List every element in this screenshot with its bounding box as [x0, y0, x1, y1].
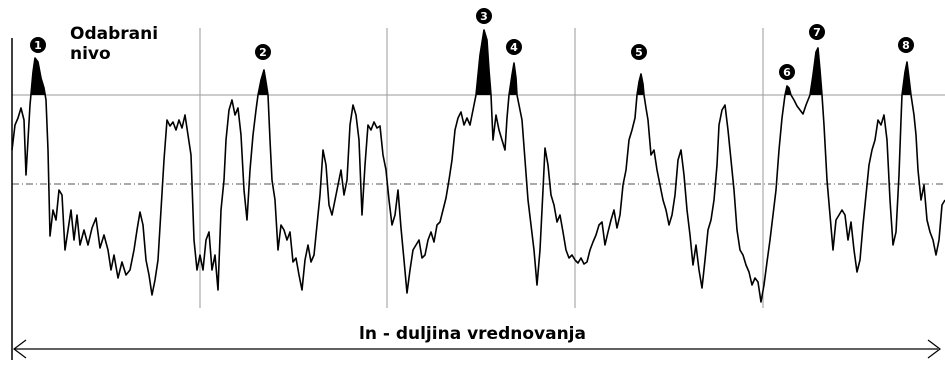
evaluation-length-label: ln - duljina vrednovanja	[359, 324, 586, 344]
peak-marker-7: 7	[809, 24, 825, 40]
peak-marker-circle	[779, 64, 795, 80]
peak-marker-circle	[631, 44, 647, 60]
peak-marker-number: 2	[259, 46, 267, 59]
signal-trace	[11, 29, 945, 303]
exceedance-fill	[902, 62, 911, 95]
peak-marker-circle	[255, 44, 271, 60]
peak-marker-number: 3	[480, 10, 488, 23]
selected-level-label: Odabrani nivo	[70, 24, 158, 64]
peak-marker-1: 1	[30, 37, 46, 53]
peak-marker-2: 2	[255, 44, 271, 60]
peak-marker-number: 6	[783, 66, 791, 79]
peak-marker-circle	[898, 37, 914, 53]
peak-marker-circle	[809, 24, 825, 40]
peak-marker-circle	[476, 8, 492, 24]
arrow-head-right	[927, 339, 941, 359]
exceedance-fill	[31, 58, 46, 95]
exceedance-fill	[637, 74, 644, 95]
arrow-head-left	[13, 339, 27, 359]
peak-marker-number: 5	[635, 46, 643, 59]
peak-marker-number: 4	[510, 41, 518, 54]
evaluation-length-arrow	[13, 339, 941, 359]
peak-marker-5: 5	[631, 44, 647, 60]
selected-level-label-line2: nivo	[70, 44, 111, 64]
peak-marker-8: 8	[898, 37, 914, 53]
exceedance-fills	[31, 30, 911, 95]
peak-marker-6: 6	[779, 64, 795, 80]
peak-marker-circle	[506, 39, 522, 55]
peak-marker-3: 3	[476, 8, 492, 24]
segment-dividers	[199, 28, 764, 308]
peak-marker-number: 8	[902, 39, 910, 52]
selected-level-label-line1: Odabrani	[70, 24, 159, 44]
peak-markers: 1 2 3 4 5 6 7	[30, 8, 914, 80]
exceedance-fill	[258, 70, 268, 95]
peak-marker-number: 7	[813, 26, 821, 39]
peak-marker-number: 1	[34, 39, 42, 52]
peak-marker-circle	[30, 37, 46, 53]
peak-marker-4: 4	[506, 39, 522, 55]
